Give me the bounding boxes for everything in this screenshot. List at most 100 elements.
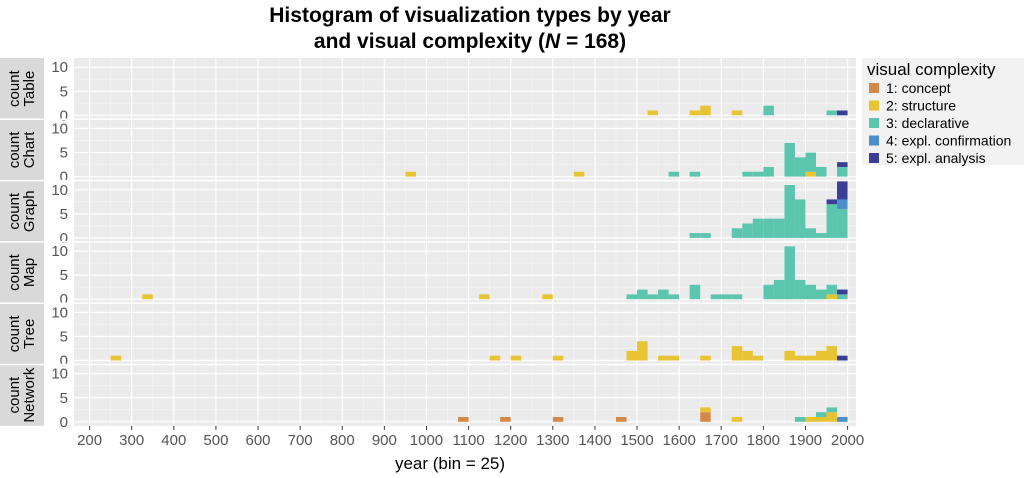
y-tick-label: 5 — [60, 206, 68, 223]
bar-segment — [615, 416, 627, 422]
bar-segment — [552, 355, 564, 361]
y-tick-label: 0 — [60, 107, 68, 124]
bar-segment — [689, 233, 701, 238]
panel-background — [74, 303, 856, 365]
facet-chart: countChart 0 5 10 — [0, 118, 856, 186]
bar-segment — [815, 289, 827, 300]
bar-segment — [700, 412, 711, 422]
bar-segment — [826, 407, 838, 413]
legend-background — [862, 58, 1024, 165]
legend-item-label: 2: structure — [886, 98, 956, 114]
bar-segment — [700, 407, 711, 413]
x-tick-label: 1100 — [452, 432, 484, 449]
facet-ylabel: count — [6, 315, 23, 353]
facet-label: Chart — [21, 131, 38, 169]
y-tick-label: 5 — [60, 267, 68, 284]
bar-segment — [668, 355, 680, 361]
bar-segment — [815, 416, 827, 422]
facet-label: Map — [21, 258, 38, 287]
y-tick-label: 5 — [60, 328, 68, 345]
bar-segment — [837, 199, 848, 210]
legend-item-label: 3: declarative — [886, 115, 969, 131]
bar-segment — [700, 105, 711, 116]
bar-segment — [837, 110, 848, 116]
x-tick-label: 200 — [77, 432, 102, 449]
bar-segment — [500, 416, 511, 422]
bar-segment — [763, 166, 774, 177]
bar-segment — [837, 180, 848, 200]
bar-segment — [815, 350, 827, 361]
bar-segment — [805, 228, 816, 238]
bar-segment — [752, 171, 764, 177]
chart-title-prefix: and visual complexity ( — [314, 30, 545, 53]
y-tick-label: 10 — [51, 304, 68, 321]
bar-segment — [647, 110, 659, 116]
y-tick-label: 5 — [60, 83, 68, 100]
bar-segment — [826, 110, 838, 116]
facet-ylabel: count — [6, 192, 23, 230]
bar-segment — [826, 412, 838, 422]
facet-strip-label: countTable — [6, 69, 38, 107]
bar-segment — [805, 355, 816, 361]
y-tick-label: 10 — [51, 366, 68, 383]
bar-segment — [837, 209, 848, 238]
facet-strip — [0, 180, 44, 242]
bar-segment — [542, 294, 553, 300]
facet-ylabel: count — [6, 69, 23, 107]
bar-segment — [142, 294, 153, 300]
x-tick-label: 1000 — [410, 432, 443, 449]
facet-graph: countGraph 0 5 10 — [0, 179, 856, 247]
facet-strip-label: countGraph — [6, 190, 38, 232]
bar-segment — [668, 294, 680, 300]
bar-segment — [510, 355, 522, 361]
bar-segment — [458, 416, 469, 422]
bar-segment — [794, 157, 806, 177]
bar-segment — [826, 346, 838, 361]
bar-segment — [837, 162, 848, 167]
facet-label: Graph — [21, 190, 38, 232]
bar-segment — [721, 294, 732, 300]
bar-segment — [815, 412, 827, 417]
bar-segment — [837, 294, 848, 300]
bar-segment — [626, 294, 638, 300]
bar-segment — [637, 289, 648, 300]
bar-segment — [837, 289, 848, 295]
bar-segment — [731, 228, 743, 238]
bar-segment — [689, 171, 701, 177]
facet-strip — [0, 303, 44, 365]
x-axis-title: year (bin = 25) — [395, 454, 505, 473]
bar-segment — [794, 199, 806, 238]
y-tick-label: 0 — [60, 414, 68, 431]
bar-segment — [773, 279, 785, 300]
bar-segment — [837, 416, 848, 422]
bar-segment — [405, 171, 416, 177]
bar-segment — [805, 152, 816, 172]
x-tick-label: 1800 — [747, 432, 780, 449]
bar-segment — [805, 171, 816, 177]
facet-strip-label: countChart — [6, 131, 38, 169]
legend-swatch — [869, 83, 879, 93]
bar-segment — [763, 105, 774, 116]
panel-background — [74, 58, 856, 120]
facet-map: countMap 0 5 10 — [0, 241, 856, 308]
bar-segment — [689, 110, 701, 116]
facet-strip — [0, 241, 44, 304]
bar-segment — [826, 204, 838, 238]
x-tick-label: 1700 — [705, 432, 738, 449]
bar-segment — [626, 350, 638, 361]
bar-segment — [826, 199, 838, 205]
bar-segment — [763, 284, 774, 300]
x-tick-label: 1900 — [789, 432, 822, 449]
legend-swatch — [869, 153, 879, 163]
legend-item-label: 5: expl. analysis — [886, 150, 986, 166]
facet-label: Network — [21, 367, 38, 423]
facet-label: Table — [21, 71, 38, 107]
bar-segment — [742, 171, 753, 177]
bar-segment — [710, 294, 722, 300]
y-tick-label: 0 — [60, 230, 68, 247]
bar-segment — [479, 294, 490, 300]
y-tick-label: 10 — [51, 182, 68, 199]
legend-title: visual complexity — [867, 60, 996, 79]
legend-swatch — [869, 100, 879, 111]
